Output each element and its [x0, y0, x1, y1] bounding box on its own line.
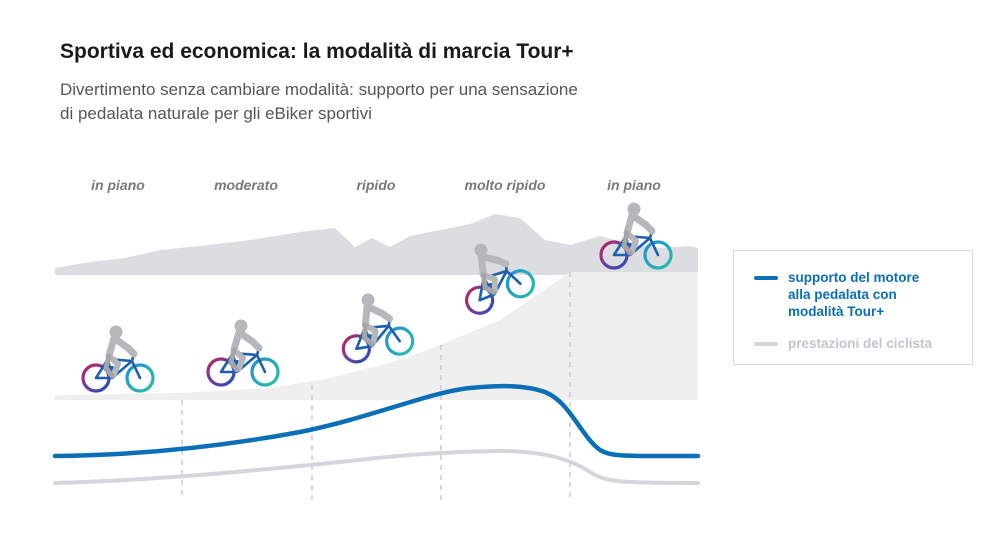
legend-motor-line-3: modalità Tour+	[788, 304, 885, 319]
rider-performance-curve	[53, 448, 700, 485]
terrain-slope	[55, 272, 698, 400]
mountain-range	[55, 214, 698, 275]
terrain-label-2: moderato	[214, 177, 278, 193]
legend-label-motor: supporto del motore alla pedalata con mo…	[788, 269, 968, 320]
page-subtitle: Divertimento senza cambiare modalità: su…	[60, 78, 700, 126]
legend-label-rider: prestazioni del ciclista	[788, 336, 933, 351]
legend-motor-line-2: alla pedalata con	[788, 287, 897, 302]
cyclist-moderate	[208, 320, 278, 386]
terrain-label-1: in piano	[91, 177, 145, 193]
subtitle-line-2: di pedalata naturale per gli eBiker spor…	[60, 104, 372, 123]
legend: supporto del motore alla pedalata con mo…	[733, 250, 973, 365]
legend-swatch-rider	[754, 342, 778, 346]
cyclist-steep	[334, 287, 414, 364]
terrain-label-3: ripido	[357, 177, 396, 193]
page-title: Sportiva ed economica: la modalità di ma…	[60, 40, 574, 63]
legend-motor-line-1: supporto del motore	[788, 270, 920, 285]
cyclist-flat	[83, 326, 153, 392]
terrain-diagram: in piano moderato ripido molto ripido in…	[52, 177, 701, 500]
legend-swatch-motor	[754, 276, 778, 280]
motor-support-curve	[52, 383, 701, 459]
terrain-label-4: molto ripido	[465, 177, 546, 193]
terrain-label-5: in piano	[607, 177, 661, 193]
subtitle-line-1: Divertimento senza cambiare modalità: su…	[60, 80, 578, 99]
